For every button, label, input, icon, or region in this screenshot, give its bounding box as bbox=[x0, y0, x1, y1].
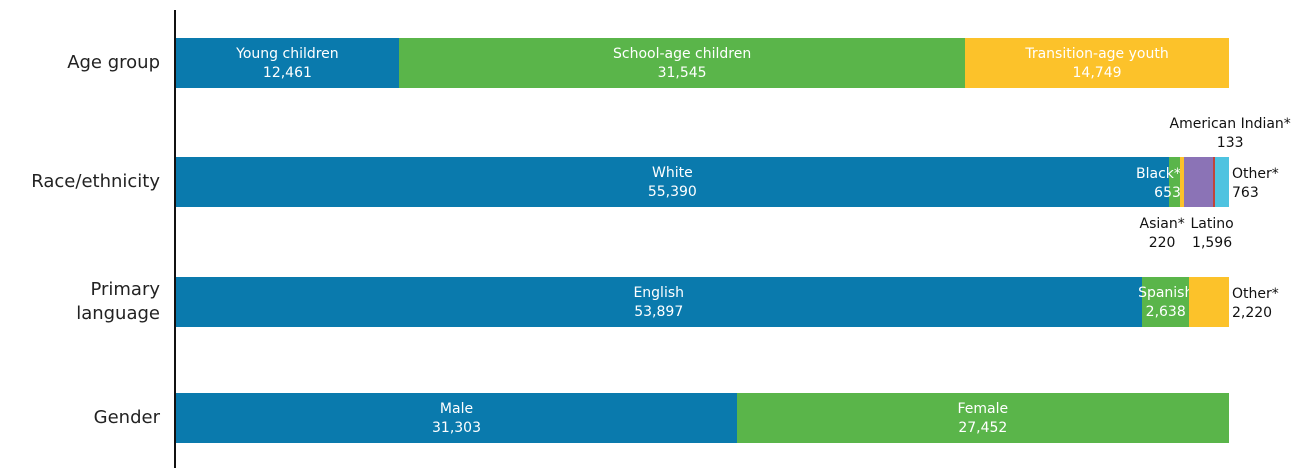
segment-name: Latino bbox=[1190, 216, 1234, 232]
data-label: English 53,897 bbox=[633, 284, 684, 322]
segment-name: Other* bbox=[1232, 166, 1279, 182]
bar-segment bbox=[1189, 277, 1229, 327]
data-label: Young children 12,461 bbox=[236, 45, 339, 83]
segment-value: 31,303 bbox=[432, 420, 481, 436]
row-label: Primary language bbox=[76, 279, 160, 324]
segment-name: Female bbox=[957, 401, 1009, 417]
segment-value: 220 bbox=[1148, 235, 1176, 251]
bar-segment bbox=[1180, 157, 1185, 207]
segment-name: Transition-age youth bbox=[1025, 46, 1169, 62]
bar-segment bbox=[176, 157, 1169, 207]
bar-segment bbox=[176, 38, 400, 88]
bar-segment bbox=[399, 38, 965, 88]
bar-segment bbox=[176, 277, 1142, 327]
segment-name: American Indian* bbox=[1169, 116, 1291, 132]
bar-segment bbox=[1168, 157, 1181, 207]
data-label: Male 31,303 bbox=[432, 400, 481, 438]
row-label: Age group bbox=[67, 52, 160, 73]
bar-segment bbox=[737, 393, 1229, 443]
segment-value: 31,545 bbox=[657, 65, 707, 81]
segment-name: English bbox=[633, 285, 685, 301]
segment-value: 53,897 bbox=[634, 304, 684, 320]
segment-name: White bbox=[651, 165, 693, 181]
data-label: Spanish 2,638 bbox=[1138, 284, 1193, 322]
segment-name: Black* bbox=[1136, 166, 1181, 182]
segment-name: School-age children bbox=[612, 46, 752, 62]
segment-value: 133 bbox=[1216, 135, 1244, 151]
bar-segment bbox=[1184, 157, 1213, 207]
bar-segment bbox=[1215, 157, 1229, 207]
row-label: Gender bbox=[93, 407, 160, 428]
segment-name: Asian* bbox=[1139, 216, 1185, 232]
bar-segment bbox=[176, 393, 737, 443]
segment-value: 653 bbox=[1154, 185, 1181, 201]
segment-name: Young children bbox=[236, 46, 339, 62]
segment-value: 55,390 bbox=[647, 184, 697, 200]
segment-value: 2,638 bbox=[1145, 304, 1186, 320]
segment-value: 14,749 bbox=[1072, 65, 1122, 81]
segment-name: Male bbox=[439, 401, 474, 417]
data-label: Asian* 220 bbox=[1140, 215, 1185, 253]
segment-value: 763 bbox=[1232, 185, 1259, 201]
data-label: Other* 763 bbox=[1232, 165, 1279, 203]
bar-segment bbox=[1141, 277, 1190, 327]
data-label: White 55,390 bbox=[648, 164, 697, 202]
segment-value: 27,452 bbox=[958, 420, 1008, 436]
data-label: Transition-age youth 14,749 bbox=[1025, 45, 1168, 83]
bar-segment bbox=[1212, 157, 1216, 207]
data-label: School-age children 31,545 bbox=[613, 45, 751, 83]
data-label: Other* 2,220 bbox=[1232, 285, 1279, 323]
segment-value: 12,461 bbox=[262, 65, 312, 81]
data-label: American Indian* 133 bbox=[1170, 115, 1291, 153]
data-label: Latino 1,596 bbox=[1191, 215, 1234, 253]
segment-name: Other* bbox=[1232, 286, 1279, 302]
axis-line bbox=[174, 10, 176, 468]
data-label: Black* 653 bbox=[1136, 165, 1181, 203]
bar-segment bbox=[964, 38, 1229, 88]
row-label: Race/ethnicity bbox=[31, 171, 160, 192]
segment-name: Spanish bbox=[1138, 285, 1194, 301]
data-label: Female 27,452 bbox=[958, 400, 1009, 438]
segment-value: 1,596 bbox=[1192, 235, 1233, 251]
segment-value: 2,220 bbox=[1232, 305, 1273, 321]
